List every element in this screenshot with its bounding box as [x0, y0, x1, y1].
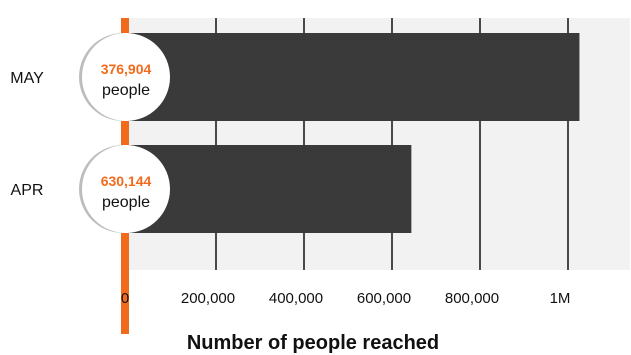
x-tick-label: 600,000 — [357, 290, 411, 307]
badge-circle — [82, 145, 170, 233]
badge-number: 376,904 — [101, 61, 152, 77]
badge-circle — [82, 33, 170, 121]
bar-may — [128, 33, 580, 121]
x-tick-label: 200,000 — [181, 290, 235, 307]
badge-number: 630,144 — [101, 173, 152, 189]
category-label: MAY — [10, 70, 44, 87]
category-label: APR — [11, 182, 44, 199]
x-tick-label: 0 — [121, 290, 129, 307]
x-tick-labels: 0 200,000 400,000 600,000 800,000 1M — [121, 290, 571, 307]
x-axis-title: Number of people reached — [187, 332, 439, 354]
value-badge: 630,144 people — [79, 145, 170, 233]
bars — [128, 33, 580, 233]
category-labels: MAY APR — [10, 70, 44, 199]
x-tick-label: 1M — [550, 290, 571, 307]
x-tick-label: 800,000 — [445, 290, 499, 307]
value-badges: 376,904 people 630,144 people — [79, 33, 170, 233]
x-tick-label: 400,000 — [269, 290, 323, 307]
value-badge: 376,904 people — [79, 33, 170, 121]
badge-unit: people — [102, 82, 150, 99]
bar-apr — [128, 145, 412, 233]
badge-unit: people — [102, 194, 150, 211]
